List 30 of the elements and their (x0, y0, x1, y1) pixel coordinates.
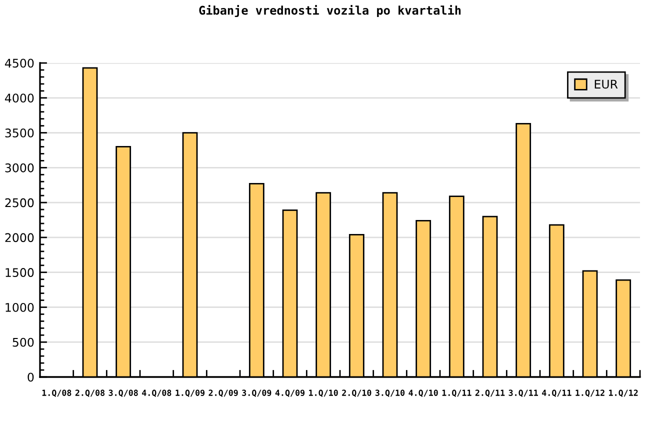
x-tick-label: 2.Q/11 (475, 390, 505, 397)
x-tick-label: 4.Q/08 (142, 390, 172, 397)
x-tick-label: 4.Q/11 (542, 390, 572, 397)
x-tick-label: 1.Q/10 (309, 390, 338, 397)
chart-title: Gibanje vrednosti vozila po kvartalih (199, 4, 461, 18)
y-tick-label: 2000 (5, 233, 34, 242)
y-tick-label: 500 (12, 338, 34, 347)
x-tick-label: 3.Q/10 (375, 390, 405, 397)
x-tick-label: 2.Q/08 (75, 390, 105, 397)
x-tick-label: 2.Q/10 (342, 390, 372, 397)
x-tick-label: 1.Q/11 (442, 390, 472, 397)
y-tick-label: 1500 (6, 268, 34, 277)
x-tick-label: 3.Q/08 (108, 390, 138, 397)
legend-label: EUR (594, 80, 618, 89)
x-tick-label: 3.Q/09 (242, 390, 272, 397)
y-tick-label: 3000 (5, 163, 34, 172)
y-tick-label: 4500 (4, 58, 34, 68)
x-tick-label: 1.Q/12 (609, 390, 638, 397)
x-tick-label: 1.Q/09 (176, 390, 205, 397)
x-tick-label: 4.Q/10 (408, 390, 438, 397)
x-tick-label: 1.Q/12 (576, 390, 604, 397)
x-tick-label: 3.Q/11 (508, 390, 538, 397)
y-tick-label: 4000 (4, 94, 34, 103)
x-tick-label: 2.Q/09 (208, 390, 238, 397)
x-tick-label: 1.Q/08 (42, 390, 72, 397)
y-tick-label: 2500 (5, 198, 34, 208)
y-tick-label: 0 (28, 372, 34, 382)
y-tick-label: 3500 (5, 128, 34, 138)
y-tick-label: 1000 (6, 302, 34, 312)
x-tick-label: 4.Q/09 (275, 390, 305, 397)
